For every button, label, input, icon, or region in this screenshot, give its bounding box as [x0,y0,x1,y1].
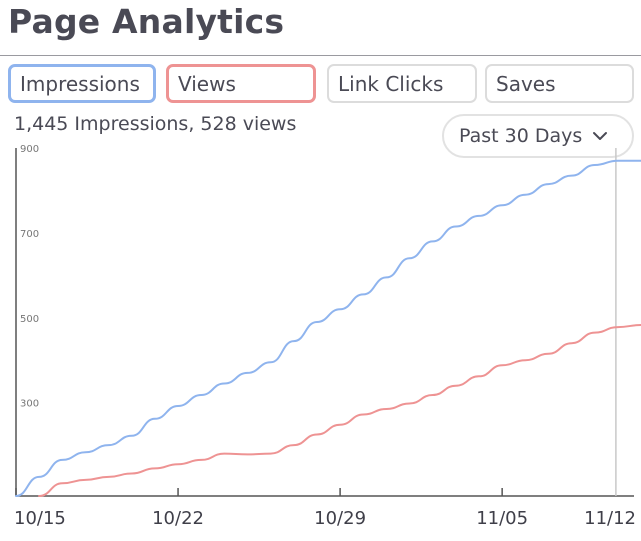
line-chart: 900 700 500 300 10/15 10/22 10/29 11/05 11/12 [14,144,641,529]
x-tick-label: 11/05 [476,508,528,529]
y-ticks: 900 700 500 300 [20,144,39,410]
series-lines [15,159,641,497]
y-tick-label: 500 [20,314,39,325]
date-range-dropdown[interactable]: Past 30 Days [442,114,634,158]
header-divider [0,55,641,56]
x-tick-label: 10/29 [314,508,366,529]
impressions-series-line [15,159,641,497]
x-tick-label: 10/15 [14,508,66,529]
x-ticks: 10/15 10/22 10/29 11/05 11/12 [14,488,636,529]
tab-views[interactable]: Views [166,64,316,103]
tab-impressions[interactable]: Impressions [8,64,156,103]
date-range-label: Past 30 Days [459,125,583,147]
y-tick-label: 700 [20,229,39,240]
tab-saves[interactable]: Saves [485,64,634,103]
chevron-down-icon [593,132,608,140]
views-series-line [38,323,641,497]
summary-text: 1,445 Impressions, 528 views [14,113,297,135]
x-tick-label: 11/12 [584,508,636,529]
tab-link-clicks[interactable]: Link Clicks [327,64,477,103]
page-title: Page Analytics [8,2,285,41]
y-tick-label: 900 [20,144,39,155]
x-tick-label: 10/22 [152,508,204,529]
y-tick-label: 300 [20,399,39,410]
